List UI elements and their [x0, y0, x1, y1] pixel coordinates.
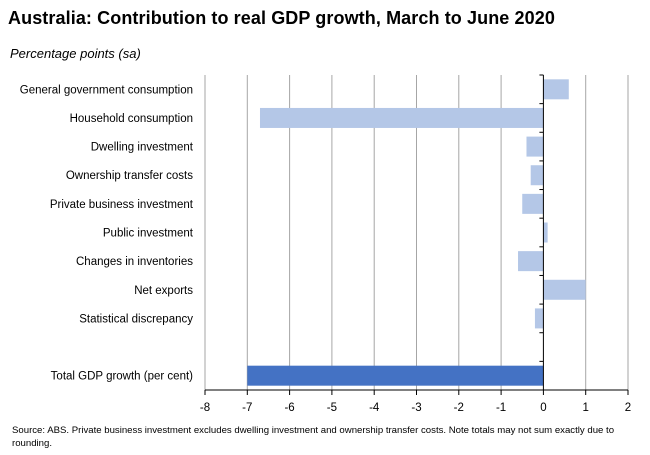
category-label: Changes in inventories: [76, 256, 193, 268]
category-label: Ownership transfer costs: [66, 170, 193, 182]
total-bar: [247, 365, 544, 386]
x-tick-label: -3: [411, 402, 421, 414]
x-tick-label: 0: [540, 402, 546, 414]
x-tick-label: -2: [454, 402, 464, 414]
x-tick-label: -8: [200, 402, 210, 414]
x-tick-label: 2: [625, 402, 631, 414]
bar: [259, 107, 544, 128]
x-tick-label: -1: [496, 402, 506, 414]
bar: [543, 279, 586, 300]
category-label: Total GDP growth (per cent): [51, 371, 193, 383]
x-tick-label: -7: [242, 402, 252, 414]
bar: [518, 251, 544, 272]
source-note: Source: ABS. Private business investment…: [12, 425, 615, 449]
chart-subtitle: Percentage points (sa): [10, 46, 141, 61]
category-label: Household consumption: [70, 113, 193, 125]
bar: [530, 165, 544, 186]
category-label: Public investment: [103, 228, 194, 240]
bar: [526, 136, 544, 157]
category-label: General government consumption: [20, 84, 193, 96]
category-label: Statistical discrepancy: [79, 313, 193, 325]
bar: [543, 222, 548, 243]
bar: [543, 79, 569, 100]
x-tick-label: -5: [327, 402, 337, 414]
x-tick-label: -6: [284, 402, 294, 414]
category-label: Private business investment: [50, 199, 194, 211]
x-tick-label: 1: [582, 402, 588, 414]
category-label: Dwelling investment: [91, 142, 194, 154]
bar: [522, 193, 544, 214]
x-tick-label: -4: [369, 402, 380, 414]
bar: [534, 308, 544, 329]
category-label: Net exports: [134, 285, 193, 297]
chart-title: Australia: Contribution to real GDP grow…: [8, 8, 555, 28]
